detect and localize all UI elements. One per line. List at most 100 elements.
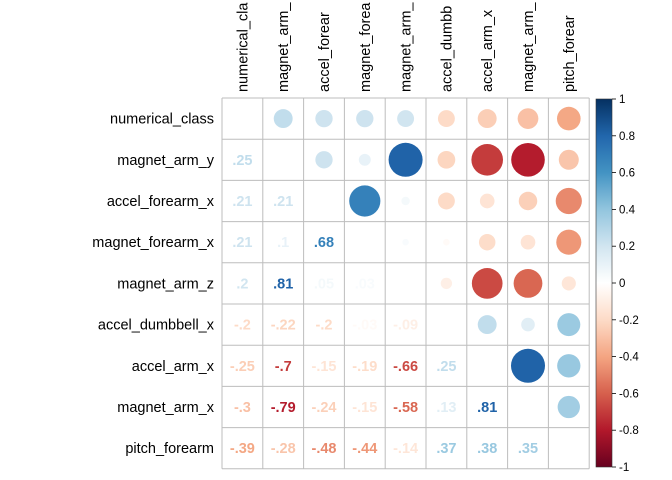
correlation-value: .68 — [314, 235, 334, 251]
column-label: accel_dumbb — [439, 6, 455, 92]
correlation-circle — [478, 233, 496, 251]
colorbar-tick-label: -0.8 — [619, 425, 639, 437]
correlation-value: -.7 — [275, 359, 292, 375]
correlation-circle — [471, 268, 503, 299]
correlation-circle — [517, 108, 539, 129]
correlation-value: .81 — [273, 276, 293, 292]
column-label: magnet_arm_ — [276, 2, 292, 92]
correlation-value: .2 — [236, 276, 248, 292]
correlation-value: .35 — [518, 441, 538, 457]
column-label: magnet_arm_ — [399, 2, 415, 92]
column-label: accel_arm_x — [480, 9, 496, 92]
colorbar-tick-label: -0.4 — [619, 352, 639, 364]
correlation-circle — [518, 191, 538, 211]
correlation-value: -.25 — [230, 359, 255, 375]
correlation-value: -.39 — [230, 441, 255, 457]
column-label: pitch_forear — [562, 15, 578, 92]
column-label: numerical_cla — [235, 2, 251, 92]
colorbar-tick-label: 1 — [619, 94, 625, 106]
correlation-circle — [557, 395, 580, 419]
correlation-value: -.22 — [271, 318, 296, 334]
correlation-circle — [273, 109, 293, 129]
colorbar-tick-label: 0.2 — [619, 241, 635, 253]
colorbar-tick-label: 0.8 — [619, 131, 635, 143]
row-label: magnet_forearm_x — [92, 235, 214, 251]
row-label: numerical_class — [110, 112, 214, 128]
correlation-value: .38 — [477, 441, 497, 457]
correlation-value: -.58 — [393, 400, 418, 416]
correlation-value: .21 — [232, 194, 252, 210]
correlation-value: -.28 — [271, 441, 296, 457]
correlation-circle — [521, 317, 535, 332]
correlation-circle — [557, 313, 581, 337]
correlation-circle — [561, 276, 576, 291]
colorbar-tick-label: -0.6 — [619, 388, 639, 400]
correlation-value: -.2 — [234, 318, 251, 334]
correlation-circle — [315, 151, 333, 169]
correlation-value: .21 — [273, 194, 293, 210]
row-label: accel_forearm_x — [107, 194, 215, 210]
colorbar: 1 0.8 0.6 0.4 0.2 0 -0.2 -0.4 -0.6 -0.8 -1 — [595, 94, 639, 474]
grid — [221, 97, 590, 470]
correlation-value: .03 — [355, 276, 375, 292]
correlation-circle — [437, 110, 455, 128]
correlation-value: .13 — [436, 400, 456, 416]
correlation-circle — [477, 109, 497, 129]
correlation-circle — [513, 269, 543, 298]
correlation-circle — [556, 229, 582, 255]
colorbar-tick-label: 0.4 — [619, 204, 636, 216]
correlation-value: -.09 — [393, 318, 418, 334]
correlation-value: -.79 — [271, 400, 296, 416]
correlation-circle — [557, 106, 581, 131]
correlation-value: -.3 — [234, 400, 251, 416]
correlation-circle — [349, 185, 381, 217]
correlation-circle — [388, 142, 423, 177]
column-label: magnet_arm_ — [521, 2, 537, 92]
correlation-value: -.48 — [312, 441, 337, 457]
correlation-circle — [402, 238, 409, 246]
correlation-circle — [520, 234, 536, 250]
correlation-value: -.15 — [352, 400, 377, 416]
row-label: magnet_arm_x — [117, 400, 214, 416]
correlation-circle — [437, 150, 456, 169]
correlation-circle — [397, 110, 415, 128]
colorbar-tick-label: 0 — [619, 278, 625, 290]
correlation-value: -.03 — [352, 318, 377, 334]
correlation-circle — [315, 109, 333, 128]
row-label: accel_arm_x — [132, 359, 215, 375]
correlation-value: -.44 — [352, 441, 377, 457]
correlation-value: .1 — [277, 235, 289, 251]
column-labels: numerical_cla magnet_arm_ accel_forear magn… — [235, 2, 577, 92]
correlation-circle — [440, 277, 453, 290]
correlation-circle — [479, 193, 495, 209]
correlation-value: -.24 — [312, 400, 337, 416]
correlation-circle — [511, 143, 545, 177]
correlation-circle — [510, 348, 546, 383]
column-label: accel_forear — [317, 12, 333, 92]
correlation-value: .25 — [232, 153, 252, 169]
correlation-circle — [443, 238, 450, 246]
correlation-value: .21 — [232, 235, 252, 251]
correlation-circle — [477, 315, 497, 335]
row-label: accel_dumbbell_x — [98, 318, 215, 334]
cells: .25 .21 .21 .21 .1 .68 .2 .81 .05 .03 -.2 -.22 -.2 -.… — [230, 106, 582, 457]
correlation-value: -.2 — [316, 318, 333, 334]
correlation-circle — [401, 196, 410, 206]
correlation-value: .25 — [436, 359, 456, 375]
row-label: magnet_arm_z — [117, 276, 214, 292]
colorbar-ticks: 1 0.8 0.6 0.4 0.2 0 -0.2 -0.4 -0.6 -0.8 -1 — [612, 94, 639, 474]
colorbar-tick-label: -0.2 — [619, 315, 639, 327]
colorbar-tick-label: 0.6 — [619, 168, 635, 180]
correlation-value: .05 — [314, 276, 334, 292]
correlation-circle — [558, 149, 579, 170]
colorbar-tick-label: -1 — [619, 462, 629, 474]
row-labels: numerical_class magnet_arm_y accel_forearm… — [92, 112, 214, 458]
correlation-circle — [358, 153, 371, 166]
correlation-value: -.14 — [393, 441, 418, 457]
correlation-circle — [557, 354, 581, 378]
row-label: magnet_arm_y — [117, 153, 214, 169]
column-label: magnet_forea — [358, 2, 374, 92]
correlation-value: -.66 — [393, 359, 418, 375]
correlation-circle — [356, 109, 374, 128]
